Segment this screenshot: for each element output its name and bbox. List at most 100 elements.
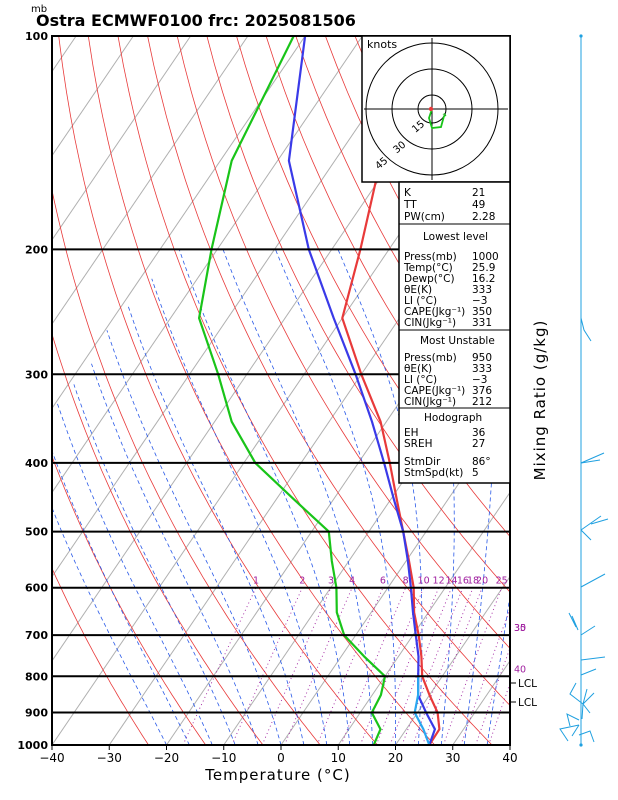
mixing-ratio-label: 4 bbox=[349, 576, 355, 587]
mu-row-value: 950 bbox=[472, 352, 492, 364]
pressure-tick-label: 200 bbox=[25, 243, 48, 256]
lowest-row-label: Dewp(°C) bbox=[404, 273, 455, 285]
dry-adiabat bbox=[563, 36, 618, 745]
moist-adiabat bbox=[106, 330, 282, 745]
lcl-label: LCL bbox=[518, 697, 537, 709]
background-grid bbox=[52, 36, 618, 745]
mu-row-label: Press(mb) bbox=[404, 352, 457, 364]
dry-adiabat bbox=[52, 332, 264, 745]
hodograph-trace-end bbox=[443, 114, 447, 117]
isotherm bbox=[52, 36, 192, 241]
wind-top-dot bbox=[579, 34, 583, 38]
lowest-row-value: 350 bbox=[472, 306, 492, 318]
dry-adiabat bbox=[52, 188, 321, 745]
mixing-ratio-label: 14 bbox=[445, 576, 457, 587]
sounding-lines bbox=[198, 36, 441, 745]
index-pw-value: 2.28 bbox=[472, 211, 495, 223]
isotherm bbox=[280, 407, 510, 745]
lowest-row-value: 331 bbox=[472, 317, 492, 329]
lowest-row-value: 333 bbox=[472, 284, 492, 296]
isotherm bbox=[395, 575, 510, 745]
hodograph-storm-marker bbox=[428, 106, 434, 112]
dry-adiabat bbox=[265, 36, 510, 483]
isotherm bbox=[52, 36, 134, 157]
lowest-level-title: Lowest level bbox=[423, 231, 488, 243]
hodo-row-label: SREH bbox=[404, 438, 433, 450]
mixing-ratio-label: 16 bbox=[457, 576, 469, 587]
pressure-tick-label: 700 bbox=[25, 629, 48, 642]
mixing-ratio-axis-label: Mixing Ratio (g/kg) bbox=[531, 320, 549, 481]
x-tick-label: −40 bbox=[39, 751, 64, 765]
mixing-ratio-line bbox=[284, 587, 353, 745]
index-tt-label: TT bbox=[403, 199, 417, 211]
mixing-ratio-label: 3 bbox=[328, 576, 334, 587]
hodo-row-value: 36 bbox=[472, 427, 486, 439]
mu-row-label: CIN(Jkg⁻¹) bbox=[404, 396, 456, 408]
hodograph-inset: knots 15 30 45 ⌃ bbox=[361, 35, 511, 183]
hodograph-top-marker: ⌃ bbox=[441, 112, 448, 121]
index-k-value: 21 bbox=[472, 187, 485, 199]
hodo-row-value: 86° bbox=[472, 456, 491, 468]
moist-adiabat bbox=[151, 278, 328, 745]
hodo-row-value: 27 bbox=[472, 438, 485, 450]
x-axis-label: Temperature (°C) bbox=[204, 766, 350, 784]
wind-barb bbox=[580, 625, 606, 676]
isotherm bbox=[108, 154, 510, 745]
pressure-tick-label: 600 bbox=[25, 582, 48, 595]
lowest-row-label: Temp(°C) bbox=[403, 262, 453, 274]
mu-row-label: LI (°C) bbox=[404, 374, 437, 386]
mixing-ratio-label: 1 bbox=[253, 576, 259, 587]
pressure-tick-label: 400 bbox=[25, 457, 48, 470]
hodo-row-label: StmSpd(kt) bbox=[404, 467, 463, 479]
moist-adiabat bbox=[127, 305, 305, 745]
indices-panel: K 21 TT 49 PW(cm) 2.28 Lowest level Pres… bbox=[398, 181, 511, 484]
dry-adiabat bbox=[147, 36, 510, 706]
pressure-tick-label: 1000 bbox=[17, 739, 48, 752]
wind-barb bbox=[559, 713, 595, 743]
mixing-ratio-label: 12 bbox=[433, 576, 445, 587]
lowest-row-label: θE(K) bbox=[404, 284, 432, 296]
dry-adiabat bbox=[592, 36, 618, 745]
mixing-ratio-label: 6 bbox=[380, 576, 386, 587]
dry-adiabat bbox=[502, 36, 510, 50]
lowest-row-label: CIN(Jkg⁻¹) bbox=[404, 317, 456, 329]
wind-barb bbox=[569, 682, 595, 720]
x-tick-label: 40 bbox=[502, 751, 517, 765]
mu-row-label: CAPE(Jkg⁻¹) bbox=[404, 385, 465, 397]
index-pw-label: PW(cm) bbox=[404, 211, 445, 223]
lowest-row-value: 1000 bbox=[472, 251, 499, 263]
dry-adiabat bbox=[52, 567, 149, 745]
moist-adiabat bbox=[222, 249, 373, 745]
mixing-ratio-line bbox=[261, 587, 332, 745]
hodo-row-label: EH bbox=[404, 427, 419, 439]
dry-adiabat bbox=[58, 36, 378, 745]
mu-row-value: 212 bbox=[472, 396, 492, 408]
dry-adiabat bbox=[176, 36, 510, 650]
lowest-row-value: 16.2 bbox=[472, 273, 495, 285]
mixing-ratio-label: 18 bbox=[467, 576, 479, 587]
dry-adiabat bbox=[52, 455, 207, 745]
pressure-tick-label: 300 bbox=[25, 368, 48, 381]
pressure-tick-label: 500 bbox=[25, 526, 48, 539]
isotherm bbox=[52, 36, 249, 325]
lcl-label: LCL bbox=[518, 678, 537, 690]
lowest-row-label: Press(mb) bbox=[404, 251, 457, 263]
isotherm bbox=[52, 36, 363, 494]
dry-adiabat bbox=[87, 36, 435, 745]
pressure-tick-label: 800 bbox=[25, 670, 48, 683]
isotherm bbox=[52, 36, 421, 578]
hodo-row-label: StmDir bbox=[404, 456, 441, 468]
mixing-ratio-label: 40 bbox=[514, 664, 526, 675]
hodograph-units: knots bbox=[367, 38, 397, 51]
wind-barb bbox=[580, 452, 605, 464]
index-tt-value: 49 bbox=[472, 199, 485, 211]
x-tick-label: 10 bbox=[331, 751, 346, 765]
moist-adiabat bbox=[486, 592, 510, 745]
mixing-ratio-label: 2 bbox=[299, 576, 305, 587]
mixing-ratio-label: 10 bbox=[418, 576, 430, 587]
x-tick-label: −20 bbox=[154, 751, 179, 765]
wind-barb bbox=[580, 515, 609, 541]
x-tick-label: −10 bbox=[211, 751, 236, 765]
